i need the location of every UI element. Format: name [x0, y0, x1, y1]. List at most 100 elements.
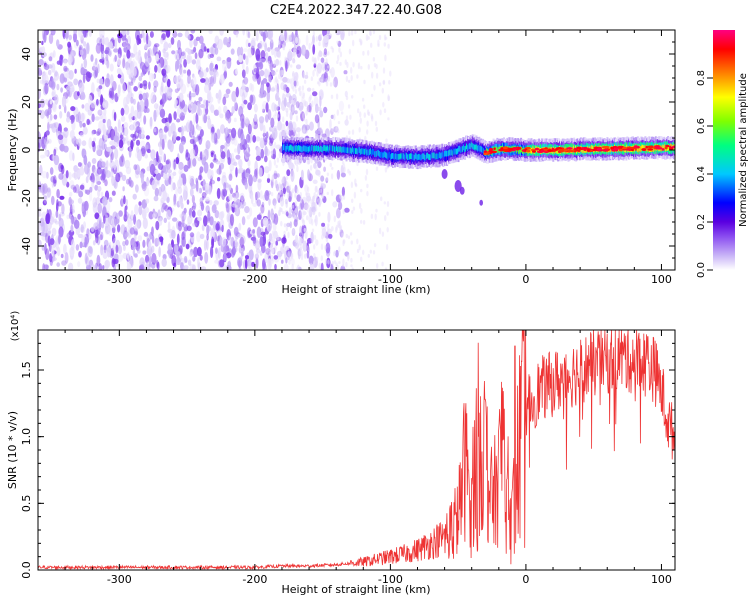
heatmap-cell: [336, 264, 339, 270]
heatmap-cell: [259, 236, 263, 248]
heatmap-cell: [262, 108, 265, 113]
heatmap-cell: [268, 251, 271, 256]
heatmap-cell: [160, 170, 164, 178]
heatmap-cell: [366, 120, 369, 127]
heatmap-cell: [344, 119, 349, 126]
heatmap-cell: [298, 266, 302, 270]
heatmap-cell: [294, 88, 298, 95]
heatmap-cell: [73, 165, 78, 172]
heatmap-cell: [351, 267, 354, 270]
snr-x-label: Height of straight line (km): [281, 583, 430, 596]
heatmap-cell: [285, 60, 288, 72]
heatmap-cell: [167, 42, 172, 49]
heatmap-cell: [612, 148, 618, 151]
heatmap-cell: [114, 148, 119, 160]
heatmap-cell: [229, 163, 235, 172]
heatmap-cell: [166, 65, 171, 74]
heatmap-cell: [375, 63, 378, 70]
heatmap-cell: [216, 235, 220, 242]
heatmap-cell: [572, 149, 575, 152]
heatmap-cell: [68, 196, 72, 206]
snr-frame: [37, 329, 676, 571]
heatmap-cell: [333, 215, 336, 223]
heatmap-cell: [333, 260, 337, 264]
heatmap-cell: [260, 148, 265, 159]
heatmap-cell: [327, 225, 330, 233]
heatmap-cell: [190, 92, 196, 98]
heatmap-cell: [104, 179, 108, 187]
heatmap-cell: [320, 132, 323, 139]
heatmap-cell: [231, 152, 235, 163]
heatmap-cell: [44, 150, 48, 157]
heatmap-cell: [125, 38, 128, 46]
heatmap-cell: [299, 191, 302, 198]
heatmap-cell: [142, 239, 146, 248]
heatmap-cell: [283, 230, 286, 236]
heatmap-cell: [154, 187, 159, 197]
heatmap-cell: [242, 30, 246, 36]
heatmap-cell: [167, 169, 173, 174]
heatmap-cell: [326, 172, 330, 177]
heatmap-cell: [143, 231, 149, 237]
heatmap-cell: [320, 90, 323, 98]
heatmap-cell: [132, 121, 138, 131]
heatmap-cell: [76, 138, 79, 145]
heatmap-cell: [88, 233, 92, 240]
heatmap-cell: [101, 161, 107, 167]
heatmap-cell: [135, 126, 141, 134]
heatmap-cell: [260, 231, 266, 236]
heatmap-cell: [367, 36, 370, 40]
heatmap-cell: [79, 49, 84, 56]
heatmap-cell: [290, 190, 293, 198]
heatmap-cell: [185, 47, 190, 53]
heatmap-cell: [288, 122, 293, 131]
heatmap-cell: [180, 173, 186, 179]
heatmap-cell: [285, 92, 291, 98]
heatmap-cell: [129, 124, 135, 131]
heatmap-cell: [97, 203, 103, 214]
heatmap-cell: [325, 237, 329, 243]
heatmap-cell: [77, 138, 82, 147]
heatmap-cell: [308, 255, 314, 265]
heatmap-cell: [60, 87, 63, 93]
heatmap-cell: [105, 60, 110, 69]
heatmap-cell: [150, 149, 156, 160]
heatmap-cell: [124, 205, 127, 218]
heatmap-cell: [386, 211, 389, 216]
heatmap-cell: [244, 181, 248, 190]
heatmap-cell: [209, 53, 215, 59]
heatmap-cell: [88, 137, 93, 149]
heatmap-cell: [126, 94, 130, 105]
heatmap-cell: [235, 184, 239, 193]
heatmap-cell: [190, 79, 194, 88]
heatmap-cell: [363, 112, 366, 118]
heatmap-cell: [65, 170, 69, 179]
heatmap-cell: [80, 92, 86, 100]
heatmap-cell: [252, 229, 256, 234]
heatmap-cell: [285, 120, 289, 127]
heatmap-cell: [122, 54, 127, 64]
y-tick-label: 20: [20, 95, 33, 109]
heatmap-cell: [168, 175, 172, 185]
heatmap-cell: [130, 140, 134, 150]
heatmap-cell: [316, 193, 319, 199]
heatmap-cell: [302, 127, 306, 133]
heatmap-cell: [220, 146, 224, 154]
heatmap-cell: [154, 43, 160, 48]
heatmap-cell: [357, 62, 361, 70]
heatmap-cell: [354, 30, 357, 35]
heatmap-cell: [38, 59, 44, 66]
heatmap-cell: [225, 139, 231, 147]
heatmap-cell: [51, 227, 57, 237]
heatmap-cell: [232, 240, 236, 248]
heatmap-cell: [291, 106, 295, 114]
heatmap-cell: [313, 253, 316, 259]
heatmap-cell: [276, 235, 280, 241]
heatmap-cell: [193, 246, 199, 258]
heatmap-cell: [596, 148, 602, 151]
heatmap-cell: [157, 209, 161, 219]
heatmap-cell: [122, 252, 128, 260]
heatmap-cell: [252, 174, 258, 183]
heatmap-cell: [104, 259, 110, 269]
heatmap-cell: [199, 104, 206, 108]
